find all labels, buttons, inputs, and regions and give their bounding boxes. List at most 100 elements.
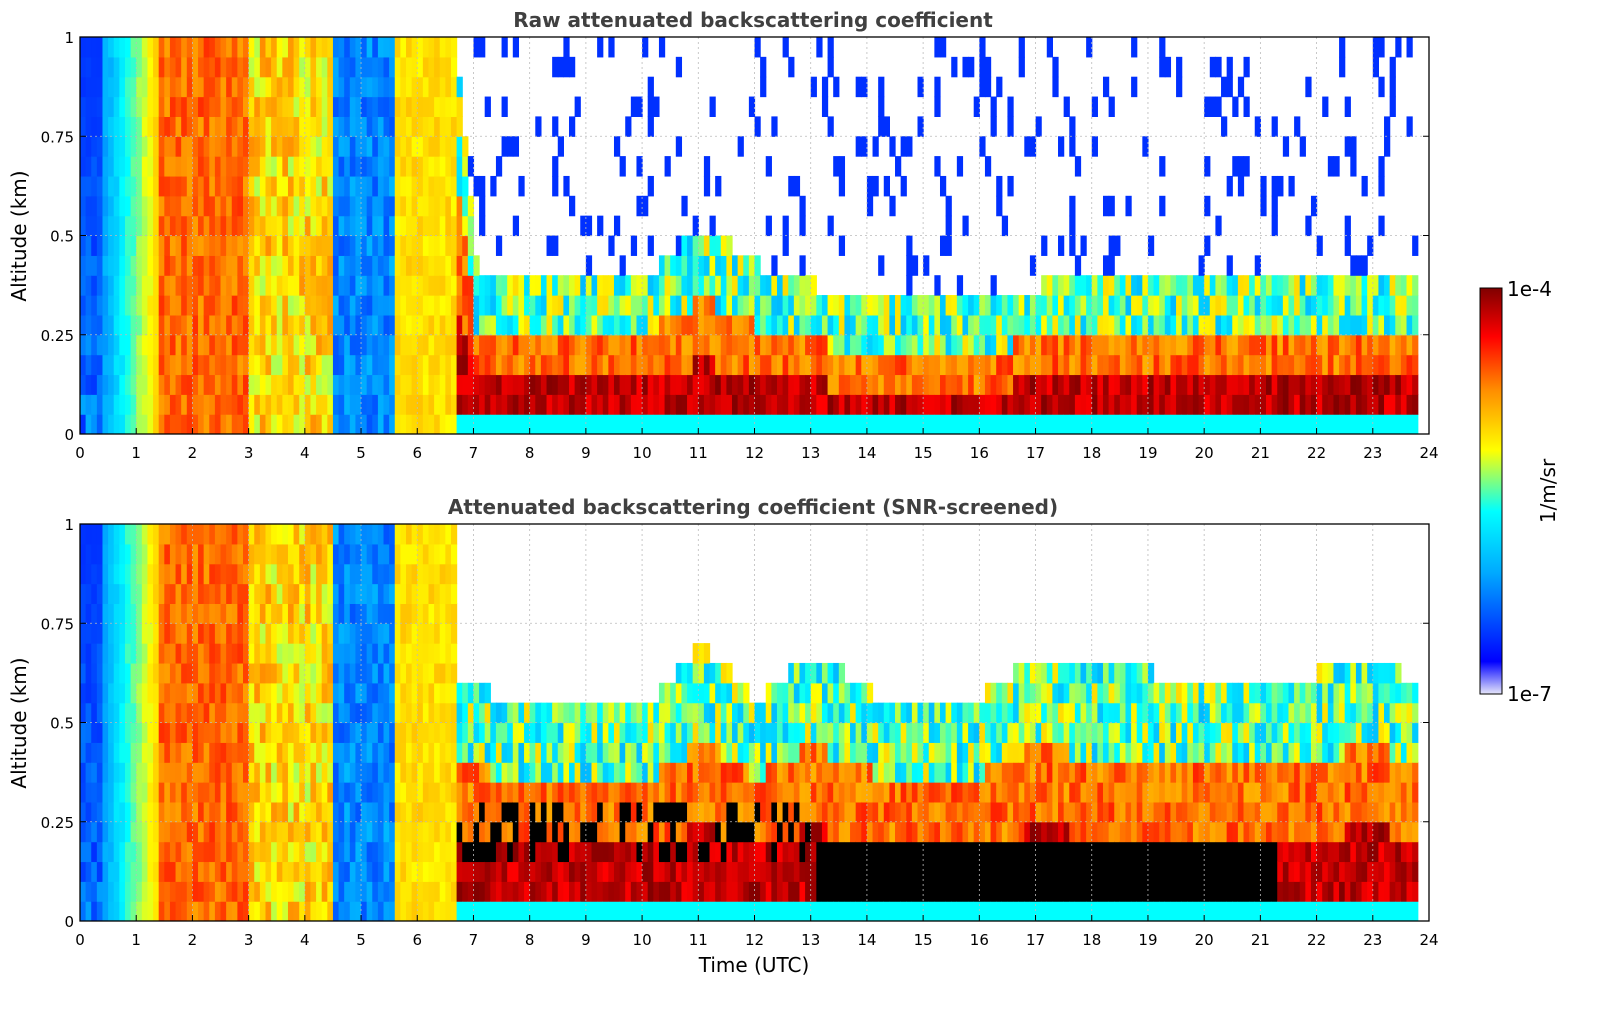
heatmap-cell [1254, 374, 1261, 395]
heatmap-cell [1131, 394, 1138, 415]
heatmap-cell [709, 215, 716, 237]
heatmap-cell [136, 156, 143, 177]
heatmap-cell [664, 762, 671, 783]
heatmap-cell [203, 414, 210, 434]
heatmap-cell [237, 76, 244, 98]
heatmap-cell [585, 801, 593, 823]
heatmap-cell [1355, 354, 1363, 376]
heatmap-cell [889, 394, 896, 415]
heatmap-cell [1013, 295, 1020, 316]
heatmap-cell [192, 56, 199, 78]
heatmap-cell [411, 195, 418, 217]
heatmap-cell [164, 37, 171, 58]
heatmap-cell [968, 354, 975, 376]
heatmap-cell [1372, 295, 1380, 316]
heatmap-cell [495, 334, 503, 356]
heatmap-cell [703, 255, 711, 276]
heatmap-cell [1400, 374, 1408, 395]
heatmap-cell [816, 334, 823, 356]
heatmap-cell [434, 821, 441, 843]
heatmap-cell [169, 901, 177, 921]
heatmap-cell [310, 354, 317, 376]
y-ticks-raw: 00.250.50.751 [41, 29, 1429, 444]
heatmap-cell [1412, 394, 1419, 415]
heatmap-cell [124, 801, 132, 823]
heatmap-cell [237, 881, 244, 902]
heatmap-cell [939, 314, 947, 336]
heatmap-cell [445, 782, 452, 803]
heatmap-cell [956, 374, 964, 395]
heatmap-cell [687, 841, 694, 863]
heatmap-cell [552, 394, 559, 415]
heatmap-cell [855, 354, 862, 376]
heatmap-cell [1125, 314, 1132, 336]
heatmap-cell [681, 861, 688, 882]
heatmap-cell [585, 414, 593, 434]
heatmap-cell [1316, 275, 1323, 296]
heatmap-cell [838, 354, 846, 376]
heatmap-cell [406, 901, 413, 921]
heatmap-cell [473, 334, 480, 356]
heatmap-cell [209, 374, 216, 395]
heatmap-cell [231, 563, 238, 585]
heatmap-cell [147, 394, 154, 415]
heatmap-cell [557, 374, 564, 395]
heatmap-cell [821, 394, 829, 415]
heatmap-cell [664, 682, 671, 704]
heatmap-cell [287, 603, 295, 624]
heatmap-cell [108, 801, 115, 823]
heatmap-cell [164, 76, 171, 98]
heatmap-cell [625, 801, 632, 823]
heatmap-cell [473, 821, 480, 843]
heatmap-cell [642, 821, 649, 843]
heatmap-cell [422, 275, 430, 296]
heatmap-cell [805, 374, 812, 395]
heatmap-cell [456, 841, 463, 863]
heatmap-cell [327, 742, 334, 763]
heatmap-cell [220, 275, 227, 296]
heatmap-cell [372, 524, 379, 545]
heatmap-cell [602, 801, 609, 823]
heatmap-cell [276, 682, 283, 704]
heatmap-cell [692, 762, 699, 783]
heatmap-cell [709, 841, 716, 863]
heatmap-cell [878, 414, 885, 434]
heatmap-cell [445, 175, 452, 197]
heatmap-cell [411, 821, 418, 843]
heatmap-cell [439, 901, 446, 921]
heatmap-cell [580, 354, 587, 376]
heatmap-cell [147, 136, 154, 157]
heatmap-cell [198, 116, 205, 137]
heatmap-cell [675, 354, 683, 376]
heatmap-cell [1288, 175, 1295, 197]
heatmap-cell [366, 275, 373, 296]
heatmap-cell [310, 96, 317, 117]
heatmap-cell [1299, 394, 1306, 415]
heatmap-cell [479, 801, 486, 823]
heatmap-cell [243, 334, 250, 356]
heatmap-cell [271, 76, 278, 98]
heatmap-cell [366, 235, 373, 256]
heatmap-cell [85, 583, 92, 604]
heatmap-cell [1237, 354, 1245, 376]
heatmap-cell [293, 37, 300, 58]
heatmap-cell [1204, 295, 1211, 316]
heatmap-cell [299, 524, 306, 545]
heatmap-cell [186, 623, 194, 644]
heatmap-cell [164, 354, 171, 376]
heatmap-cell [883, 295, 890, 316]
heatmap-cell [664, 334, 671, 356]
heatmap-cell [321, 255, 328, 276]
heatmap-cell [647, 841, 654, 863]
heatmap-cell [349, 295, 357, 316]
heatmap-cell [394, 354, 401, 376]
heatmap-cell [1232, 96, 1239, 117]
heatmap-cell [400, 623, 407, 644]
heatmap-cell [271, 136, 278, 157]
heatmap-cell [636, 782, 643, 803]
heatmap-cell [80, 314, 87, 336]
heatmap-cell [968, 414, 975, 434]
heatmap-cell [254, 662, 261, 684]
heatmap-cell [422, 235, 430, 256]
heatmap-cell [181, 235, 188, 256]
